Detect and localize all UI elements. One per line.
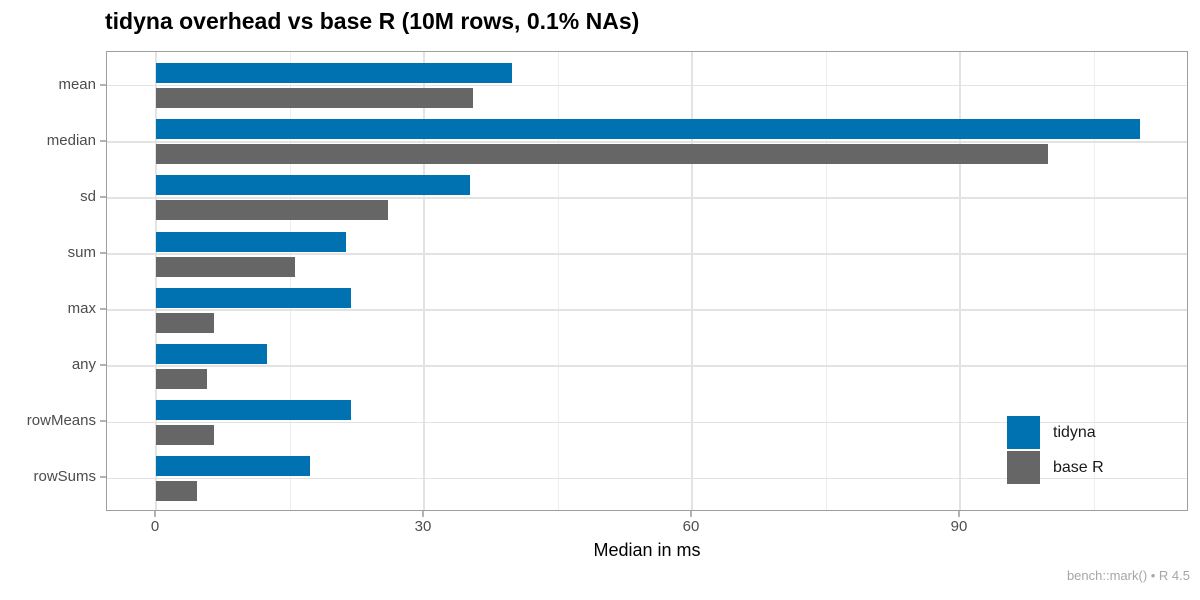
base-r-swatch: [1007, 451, 1040, 484]
gridline-major: [691, 52, 693, 510]
chart-caption: bench::mark() • R 4.5: [1066, 568, 1190, 583]
legend: tidyna base R: [1007, 416, 1104, 486]
bar-tidyna: [156, 63, 513, 84]
legend-item-tidyna: tidyna: [1007, 416, 1104, 449]
plot-panel: [106, 51, 1188, 511]
y-axis-tick: [100, 308, 106, 311]
bar-base R: [156, 368, 207, 389]
bar-base R: [156, 144, 1049, 165]
gridline-minor: [289, 52, 291, 510]
y-axis-label: mean: [58, 75, 96, 93]
y-axis-label: any: [71, 356, 96, 374]
x-axis-tick: [422, 511, 424, 517]
chart-title: tidyna overhead vs base R (10M rows, 0.1…: [105, 8, 640, 34]
gridline-category: [107, 477, 1187, 480]
bar-base R: [156, 424, 215, 445]
y-axis-tick: [100, 476, 106, 479]
gridline-category: [107, 141, 1187, 143]
y-axis-tick: [100, 195, 106, 198]
legend-label-base-r: base R: [1053, 458, 1104, 476]
y-axis-tick: [100, 364, 106, 367]
bar-tidyna: [156, 287, 351, 308]
bar-tidyna: [156, 399, 351, 420]
bar-base R: [156, 88, 474, 109]
bar-tidyna: [156, 343, 267, 364]
y-axis-tick: [100, 252, 106, 254]
gridline-category: [107, 197, 1187, 199]
bar-base R: [156, 256, 296, 277]
bar-base R: [156, 200, 389, 221]
y-axis-label: max: [67, 300, 96, 318]
legend-label-tidyna: tidyna: [1053, 423, 1096, 441]
y-axis-label: rowMeans: [26, 412, 96, 430]
gridline-major: [155, 52, 157, 510]
x-axis-tick-label: 90: [950, 518, 968, 535]
y-axis-tick: [100, 83, 106, 86]
y-axis-label: sum: [67, 244, 96, 261]
y-axis-label: median: [46, 131, 96, 149]
x-axis-tick: [958, 511, 960, 517]
bar-base R: [156, 312, 215, 333]
y-axis-label: rowSums: [33, 468, 96, 486]
gridline-category: [107, 84, 1187, 87]
legend-item-base-r: base R: [1007, 451, 1104, 484]
gridline-major: [423, 52, 425, 510]
x-axis-title: Median in ms: [593, 540, 701, 560]
x-axis-tick-label: 60: [682, 518, 700, 535]
bar-tidyna: [156, 455, 310, 476]
x-axis-tick: [690, 511, 692, 517]
gridline-category: [107, 253, 1187, 255]
tidyna-swatch: [1007, 416, 1040, 449]
bar-base R: [156, 480, 198, 501]
gridline-minor: [557, 52, 559, 510]
bar-tidyna: [156, 175, 471, 196]
gridline-category: [107, 365, 1187, 367]
bar-tidyna: [156, 231, 347, 252]
x-axis-tick: [154, 511, 156, 517]
x-axis-tick-label: 0: [150, 518, 160, 535]
y-axis-tick: [100, 420, 106, 423]
x-axis-tick-label: 30: [414, 518, 432, 535]
gridline-minor: [825, 52, 827, 510]
gridline-category: [107, 421, 1187, 424]
y-axis-label: sd: [80, 187, 96, 205]
bar-tidyna: [156, 119, 1141, 140]
gridline-major: [959, 52, 961, 510]
y-axis-tick: [100, 139, 106, 142]
gridline-category: [107, 309, 1187, 311]
gridline-minor: [1093, 52, 1095, 510]
